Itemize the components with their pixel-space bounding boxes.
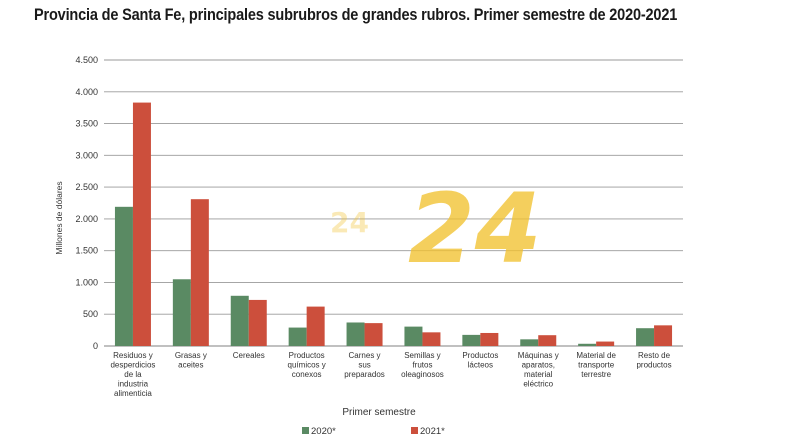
x-category-label: Semillas y frutos oleaginosos [401, 351, 444, 379]
bar-2020-2 [230, 295, 249, 346]
bar-2020-1 [172, 279, 191, 346]
x-category-label: Productos lácteos [462, 351, 498, 370]
bar-2020-0 [114, 206, 133, 346]
gridlines [104, 59, 683, 347]
y-tick-label: 4.000 [75, 87, 98, 97]
watermark-logo: 24 [408, 173, 542, 285]
legend-label-2021: 2021* [420, 426, 445, 437]
y-tick-label: 4.500 [75, 55, 98, 65]
chart-title: Provincia de Santa Fe, principales subru… [34, 6, 678, 24]
watermark: 24 24 [330, 173, 542, 285]
bar-2021-4 [364, 323, 383, 346]
bar-2020-3 [288, 327, 307, 346]
y-tick-label: 0 [93, 341, 98, 351]
bar-2021-5 [422, 332, 441, 346]
bar-2020-8 [578, 343, 597, 346]
bars [114, 102, 673, 347]
y-tick-label: 500 [83, 309, 98, 319]
bar-2020-5 [404, 326, 423, 346]
legend-swatch-2021 [411, 427, 418, 434]
bar-2021-2 [248, 299, 267, 346]
bar-2020-4 [346, 322, 365, 346]
legend-swatch-2020 [302, 427, 309, 434]
x-category-label: Cereales [233, 351, 265, 360]
bar-2020-7 [520, 339, 539, 346]
bar-2021-0 [132, 102, 151, 347]
bar-2021-3 [306, 306, 325, 346]
bar-2020-9 [636, 328, 655, 346]
y-tick-label: 3.000 [75, 150, 98, 160]
x-axis-title: Primer semestre [342, 407, 416, 418]
y-axis-ticks: 0 500 1.000 1.500 2.000 2.500 3.000 3.500 4.000 4… [75, 55, 98, 351]
x-category-label: Carnes y sus preparados [344, 351, 384, 379]
bar-2021-1 [190, 199, 209, 346]
legend: 2020* 2021* [302, 426, 445, 437]
bar-2021-9 [654, 325, 673, 346]
x-category-label: Productos químicos y conexos [288, 351, 326, 379]
y-tick-label: 3.500 [75, 119, 98, 129]
x-category-label: Grasas y aceites [175, 351, 207, 370]
x-category-label: Resto de productos [636, 351, 671, 370]
x-category-label: Material de transporte terrestre [576, 351, 616, 379]
x-category-label: Residuos y desperdicios de la industria alim… [110, 351, 155, 398]
bar-2020-6 [462, 334, 481, 346]
y-tick-label: 2.000 [75, 214, 98, 224]
x-axis-category-labels: Residuos y desperdicios de la industria alim… [110, 351, 671, 398]
bar-2021-7 [538, 335, 557, 346]
bar-2021-6 [480, 332, 499, 346]
y-axis-title: Millones de dólares [54, 181, 64, 254]
y-tick-label: 2.500 [75, 182, 98, 192]
y-tick-label: 1.500 [75, 246, 98, 256]
x-category-label: Máquinas y aparatos, material eléctrico [518, 351, 559, 389]
watermark-logo-faint: 24 [330, 206, 369, 239]
bar-2021-8 [596, 341, 615, 346]
y-tick-label: 1.000 [75, 277, 98, 287]
legend-label-2020: 2020* [311, 426, 336, 437]
